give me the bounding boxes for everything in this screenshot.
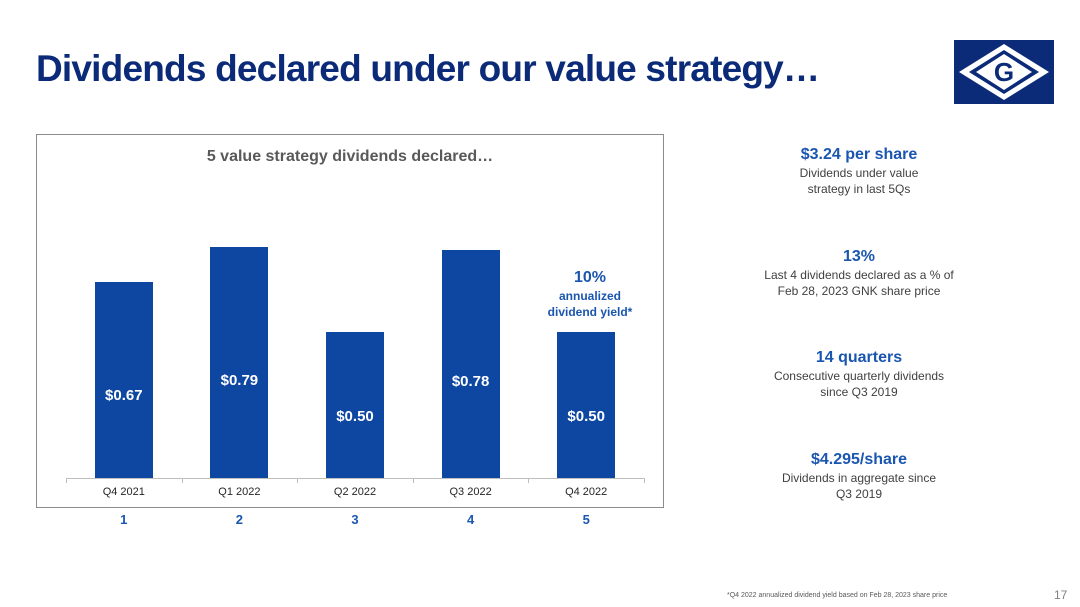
bar-2: [210, 246, 269, 478]
sequence-label: 4: [466, 512, 475, 527]
yield-desc-line-2: dividend yield*: [547, 305, 633, 319]
x-tick-label: Q1 2022: [218, 486, 261, 498]
sequence-label: 3: [351, 512, 359, 527]
x-axis-tick: [181, 478, 183, 483]
bar-value-label: $0.79: [220, 371, 259, 389]
stat-line: Feb 28, 2023 GNK share price: [777, 284, 941, 298]
x-tick-label: Q3 2022: [449, 486, 492, 498]
x-axis-tick: [297, 478, 299, 483]
x-axis-tick: [412, 478, 414, 483]
footnote: *Q4 2022 annualized dividend yield based…: [727, 592, 948, 599]
stat-percent-of-price: 13% Last 4 dividends declared as a % of …: [748, 247, 970, 299]
stat-line: since Q3 2019: [820, 385, 898, 399]
stat-consecutive-quarters: 14 quarters Consecutive quarterly divide…: [748, 348, 970, 400]
bar-5: [557, 331, 616, 478]
bar-value-label: $0.50: [567, 407, 605, 425]
yield-annotation: 10% annualized dividend yield*: [530, 268, 650, 320]
x-tick-label: Q4 2021: [102, 486, 145, 498]
stat-headline: 14 quarters: [815, 349, 903, 366]
stat-headline: $3.24 per share: [800, 146, 918, 163]
x-axis-tick: [66, 478, 67, 483]
chart-frame: [36, 134, 664, 508]
stat-line: Q3 2019: [835, 487, 883, 501]
bar-value-label: $0.78: [451, 373, 490, 391]
company-logo: G: [954, 40, 1054, 104]
bar-4: [441, 249, 500, 478]
page-number: 17: [1054, 588, 1068, 602]
x-tick-label: Q4 2022: [565, 486, 608, 498]
yield-value: 10%: [573, 269, 607, 286]
stat-line: Last 4 dividends declared as a % of: [764, 268, 954, 282]
sequence-label: 1: [120, 512, 128, 527]
stat-line: Dividends in aggregate since: [781, 471, 937, 485]
page-title: Dividends declared under our value strat…: [36, 48, 820, 89]
chart-title: 5 value strategy dividends declared…: [206, 148, 494, 165]
sequence-label: 2: [235, 512, 243, 527]
logo-diamond-core: [976, 54, 1032, 90]
bar-1: [94, 282, 153, 478]
stat-line: Consecutive quarterly dividends: [773, 369, 945, 383]
stat-headline: 13%: [842, 248, 876, 265]
bar-value-label: $0.50: [336, 407, 374, 425]
yield-desc-line-1: annualized: [558, 289, 621, 303]
x-axis-tick: [644, 478, 645, 483]
bar-value-label: $0.67: [105, 386, 143, 404]
stat-aggregate-dividends: $4.295/share Dividends in aggregate sinc…: [748, 450, 970, 502]
stat-dividends-per-share: $3.24 per share Dividends under value st…: [748, 145, 970, 197]
stat-headline: $4.295/share: [810, 451, 908, 468]
stat-line: Dividends under value: [799, 166, 919, 180]
bar-3: [326, 331, 384, 478]
x-axis-tick: [528, 478, 530, 483]
stat-line: strategy in last 5Qs: [807, 182, 911, 196]
x-axis-line: [66, 478, 644, 479]
sequence-label: 5: [582, 512, 590, 527]
logo-letter: G: [994, 57, 1014, 87]
x-tick-label: Q2 2022: [333, 486, 377, 498]
